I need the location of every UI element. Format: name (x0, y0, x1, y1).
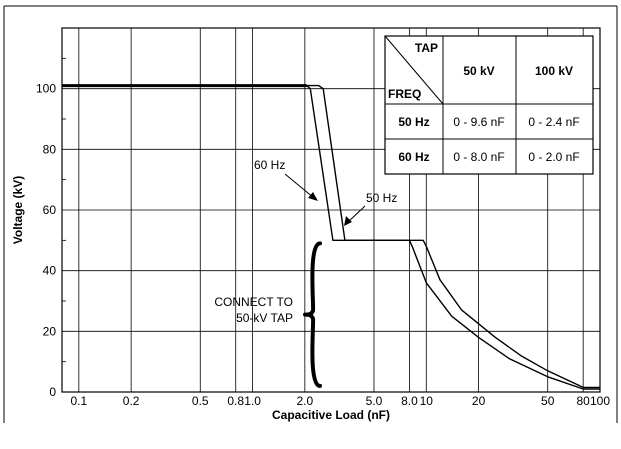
plot-area (61, 27, 601, 393)
arrow-50hz-head (344, 216, 352, 226)
x-tick-label: 20 (472, 394, 486, 408)
arrow-50hz (347, 205, 366, 223)
table-row-freq-50hz: 50 Hz (398, 115, 429, 129)
y-axis-label: Voltage (kV) (11, 176, 25, 244)
table-corner-tap: TAP (415, 41, 438, 55)
table-corner-diagonal (384, 35, 444, 105)
label-60hz: 60 Hz (254, 158, 285, 172)
y-tick-label: 100 (36, 82, 56, 96)
y-tick-label: 40 (43, 264, 57, 278)
x-tick-label: 2.0 (297, 394, 314, 408)
x-tick-label: 0.8 (227, 394, 244, 408)
x-tick-label: 0.2 (123, 394, 140, 408)
y-tick-label: 60 (43, 203, 57, 217)
series-line-50hz (62, 84, 600, 389)
curly-brace (303, 241, 322, 388)
x-tick-label: 1.0 (244, 394, 261, 408)
table-cell-50hz-100kv: 0 - 2.4 nF (528, 115, 579, 129)
x-tick-label: 5.0 (366, 394, 383, 408)
y-tick-labels: 0 20 40 60 80 100 (36, 82, 56, 399)
arrow-60hz (284, 173, 315, 199)
table-header-100kv: 100 kV (535, 64, 573, 78)
x-tick-label: 80 (576, 394, 590, 408)
connect-label-line1: CONNECT TO (214, 295, 293, 309)
arrow-60hz-head (308, 192, 318, 201)
x-tick-label: 0.1 (70, 394, 87, 408)
table-header-50kv: 50 kV (463, 64, 494, 78)
y-tick-label: 80 (43, 142, 57, 156)
x-tick-label: 8.0 (401, 394, 418, 408)
x-tick-label: 10 (420, 394, 434, 408)
table-cell-50hz-50kv: 0 - 9.6 nF (453, 115, 504, 129)
table-row-freq-60hz: 60 Hz (398, 150, 429, 164)
series-layer (62, 84, 600, 390)
table-background (384, 35, 594, 175)
series-line-60hz (62, 84, 600, 390)
tap-table: TAP FREQ 50 kV 100 kV 50 Hz 0 - 9.6 nF 0… (384, 35, 594, 175)
table-corner-freq: FREQ (388, 87, 421, 101)
label-50hz: 50 Hz (366, 191, 397, 205)
x-axis-label: Capacitive Load (nF) (272, 408, 390, 422)
x-tick-label: 50 (541, 394, 555, 408)
annotations: 60 Hz 50 Hz CONNECT TO 50-kV TAP (214, 158, 397, 388)
table-cell-60hz-100kv: 0 - 2.0 nF (528, 150, 579, 164)
y-tick-label: 0 (49, 385, 56, 399)
y-tick-label: 20 (43, 324, 57, 338)
x-tick-labels: 0.1 0.2 0.5 0.8 1.0 2.0 5.0 8.0 10 20 50 80 100 (70, 394, 610, 408)
connect-label-line2: 50-kV TAP (236, 311, 293, 325)
x-tick-label: 100 (590, 394, 610, 408)
table-cell-60hz-50kv: 0 - 8.0 nF (453, 150, 504, 164)
x-tick-label: 0.5 (192, 394, 209, 408)
